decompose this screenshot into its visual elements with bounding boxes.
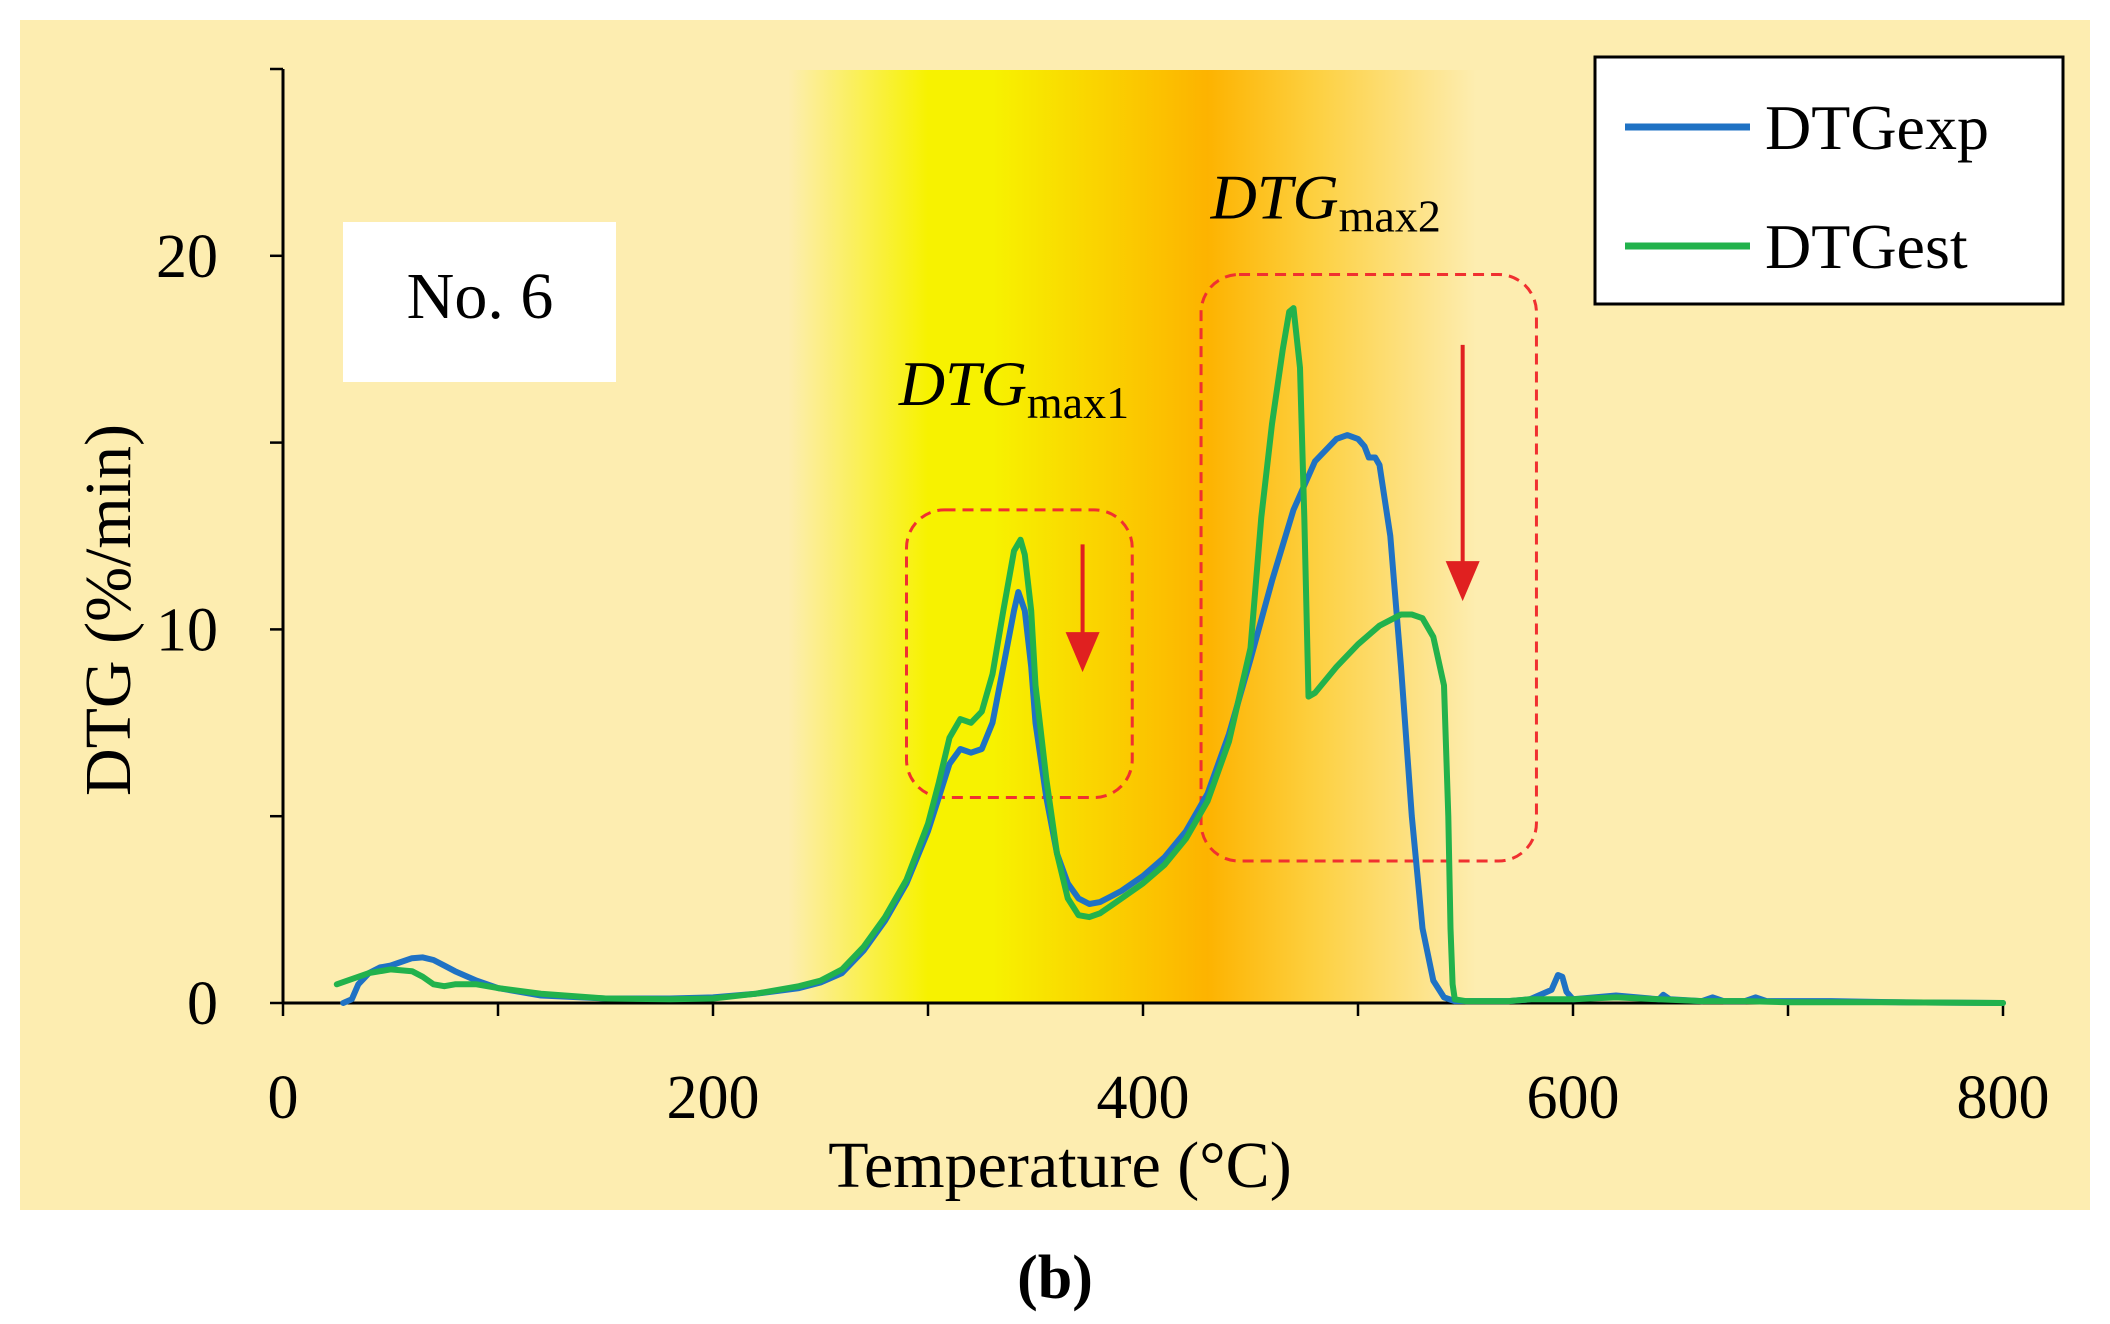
dtgmax1-label-main: DTG bbox=[898, 348, 1027, 419]
legend-label-dtgest: DTGest bbox=[1765, 211, 1968, 282]
x-tick-label: 400 bbox=[1097, 1064, 1190, 1132]
sample-label-box bbox=[343, 222, 616, 382]
x-tick-label: 0 bbox=[268, 1064, 299, 1132]
x-tick-label: 800 bbox=[1957, 1064, 2050, 1132]
dtgmax1-label: DTGmax1 bbox=[898, 348, 1129, 428]
sample-label: No. 6 bbox=[407, 260, 554, 333]
dtgmax2-down-arrow-icon bbox=[1445, 344, 1480, 602]
y-tick-label: 20 bbox=[156, 223, 218, 291]
dtgmax1-label-sub: max1 bbox=[1027, 377, 1129, 428]
legend-box bbox=[1593, 55, 2065, 306]
temperature-shading bbox=[788, 70, 1477, 1003]
series-line-dtgest bbox=[333, 305, 2006, 1006]
dtgmax2-box bbox=[1199, 272, 1538, 863]
dtgmax1-box bbox=[905, 508, 1134, 800]
y-axis-label: DTG (%/min) bbox=[72, 424, 145, 796]
y-tick-label: 10 bbox=[156, 596, 218, 664]
x-tick-label: 600 bbox=[1527, 1064, 1620, 1132]
dtgmax1-down-arrow-icon bbox=[1065, 544, 1100, 673]
x-tick-label: 200 bbox=[667, 1064, 760, 1132]
dtgmax2-label-main: DTG bbox=[1210, 161, 1339, 232]
y-tick-label: 0 bbox=[187, 970, 218, 1038]
panel-label: (b) bbox=[1017, 1244, 1093, 1312]
x-axis-label: Temperature (°C) bbox=[828, 1129, 1291, 1202]
dtgmax2-label-sub: max2 bbox=[1339, 190, 1441, 241]
dtgmax2-label: DTGmax2 bbox=[1210, 161, 1441, 241]
legend-label-dtgexp: DTGexp bbox=[1765, 92, 1989, 163]
